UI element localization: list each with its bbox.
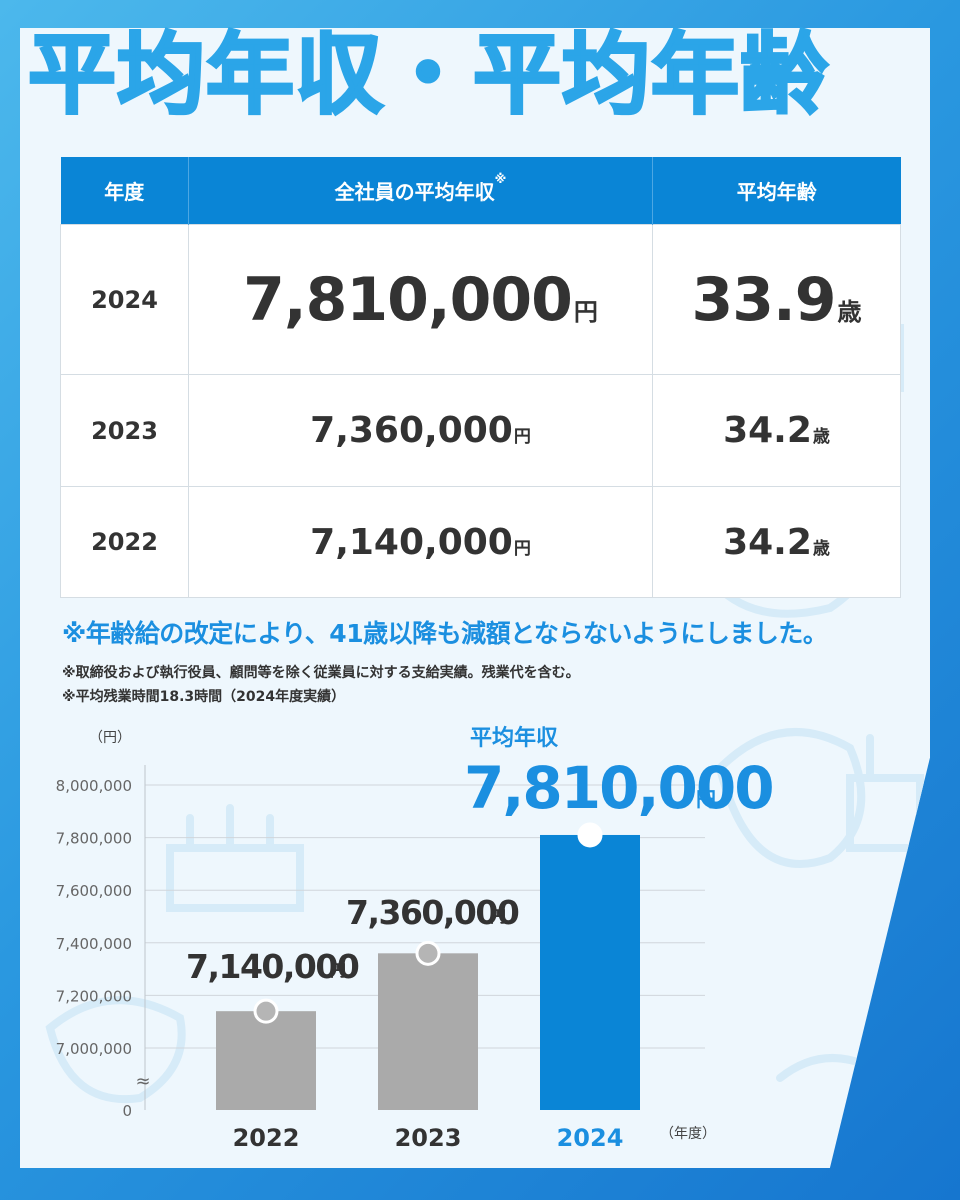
y-tick-label: 7,400,000 [56,935,132,953]
data-label-unit: 円 [490,907,506,926]
table-row: 2023 7,360,000円 34.2歳 [60,374,901,487]
y-axis-unit-label: （円） [89,730,131,746]
y-tick-label: 7,000,000 [56,1040,132,1058]
header-year: 年度 [60,157,189,225]
bar-2022 [216,1011,316,1110]
income-cell: 7,140,000円 [188,486,653,598]
x-axis-unit-label: （年度） [660,1126,716,1142]
bar-2023 [378,953,478,1110]
x-tick-label: 2024 [557,1124,624,1152]
table-row: 2022 7,140,000円 34.2歳 [60,486,901,598]
age-value: 34.2 [723,521,812,563]
table-header-row: 年度 全社員の平均年収※ 平均年齢 [60,157,901,225]
income-value: 7,810,000 [243,264,573,335]
y-tick-label: 7,600,000 [56,882,132,900]
ring-doodle [715,728,866,868]
income-cell: 7,360,000円 [188,374,653,487]
bar-marker [253,998,279,1024]
bar-marker [415,940,441,966]
year-cell: 2024 [60,224,189,375]
income-value: 7,360,000 [310,410,513,451]
age-unit: 歳 [812,427,830,447]
data-label-2023: 7,360,000 [346,893,519,932]
header-income: 全社員の平均年収※ [188,157,653,225]
highlight-caption: 平均年収 [470,725,559,751]
page-title: 平均年収・平均年齢 [26,22,830,128]
data-label-2024: 7,810,000 [464,754,773,822]
wallet-doodle [45,996,186,1104]
x-tick-label: 2022 [233,1124,300,1152]
data-label-unit: 円 [696,787,716,811]
bar-marker [577,822,603,848]
axis-break-mark: ≈ [135,1071,150,1092]
y-tick-label: 7,200,000 [56,987,132,1005]
age-cell: 34.2歳 [652,374,901,487]
header-age: 平均年齢 [652,157,901,225]
data-label-unit: 円 [330,961,346,980]
year-cell: 2023 [60,374,189,487]
x-tick-label: 2023 [395,1124,462,1152]
income-cell: 7,810,000円 [188,224,653,375]
year-cell: 2022 [60,486,189,598]
y-tick-label: 8,000,000 [56,777,132,795]
footnote-mark: ※ [494,172,507,186]
cake-doodle [846,734,924,852]
data-label-2022: 7,140,000 [186,947,359,986]
age-unit: 歳 [837,297,862,326]
age-value: 34.2 [723,410,812,451]
cake-doodle [166,804,304,912]
income-unit: 円 [513,427,531,447]
age-cell: 34.2歳 [652,486,901,598]
table-row: 2024 7,810,000円 33.9歳 [60,224,901,375]
y-tick-label: 7,800,000 [56,830,132,848]
age-policy-note: ※年齢給の改定により、41歳以降も減額とならないようにしました。 [62,619,828,648]
age-value: 33.9 [691,264,836,335]
age-cell: 33.9歳 [652,224,901,375]
age-unit: 歳 [812,538,830,559]
income-age-table: 年度 全社員の平均年収※ 平均年齢 2024 7,810,000円 33.9歳 … [60,157,901,598]
y-tick-label: 0 [122,1102,132,1120]
footnote-scope: ※取締役および執行役員、顧問等を除く従業員に対する支給実績。残業代を含む。 [62,665,580,681]
income-value: 7,140,000 [310,521,513,563]
income-unit: 円 [573,297,598,326]
footnote-overtime: ※平均残業時間18.3時間（2024年度実績） [62,689,346,705]
income-unit: 円 [513,538,531,559]
bar-2024 [540,834,640,1110]
